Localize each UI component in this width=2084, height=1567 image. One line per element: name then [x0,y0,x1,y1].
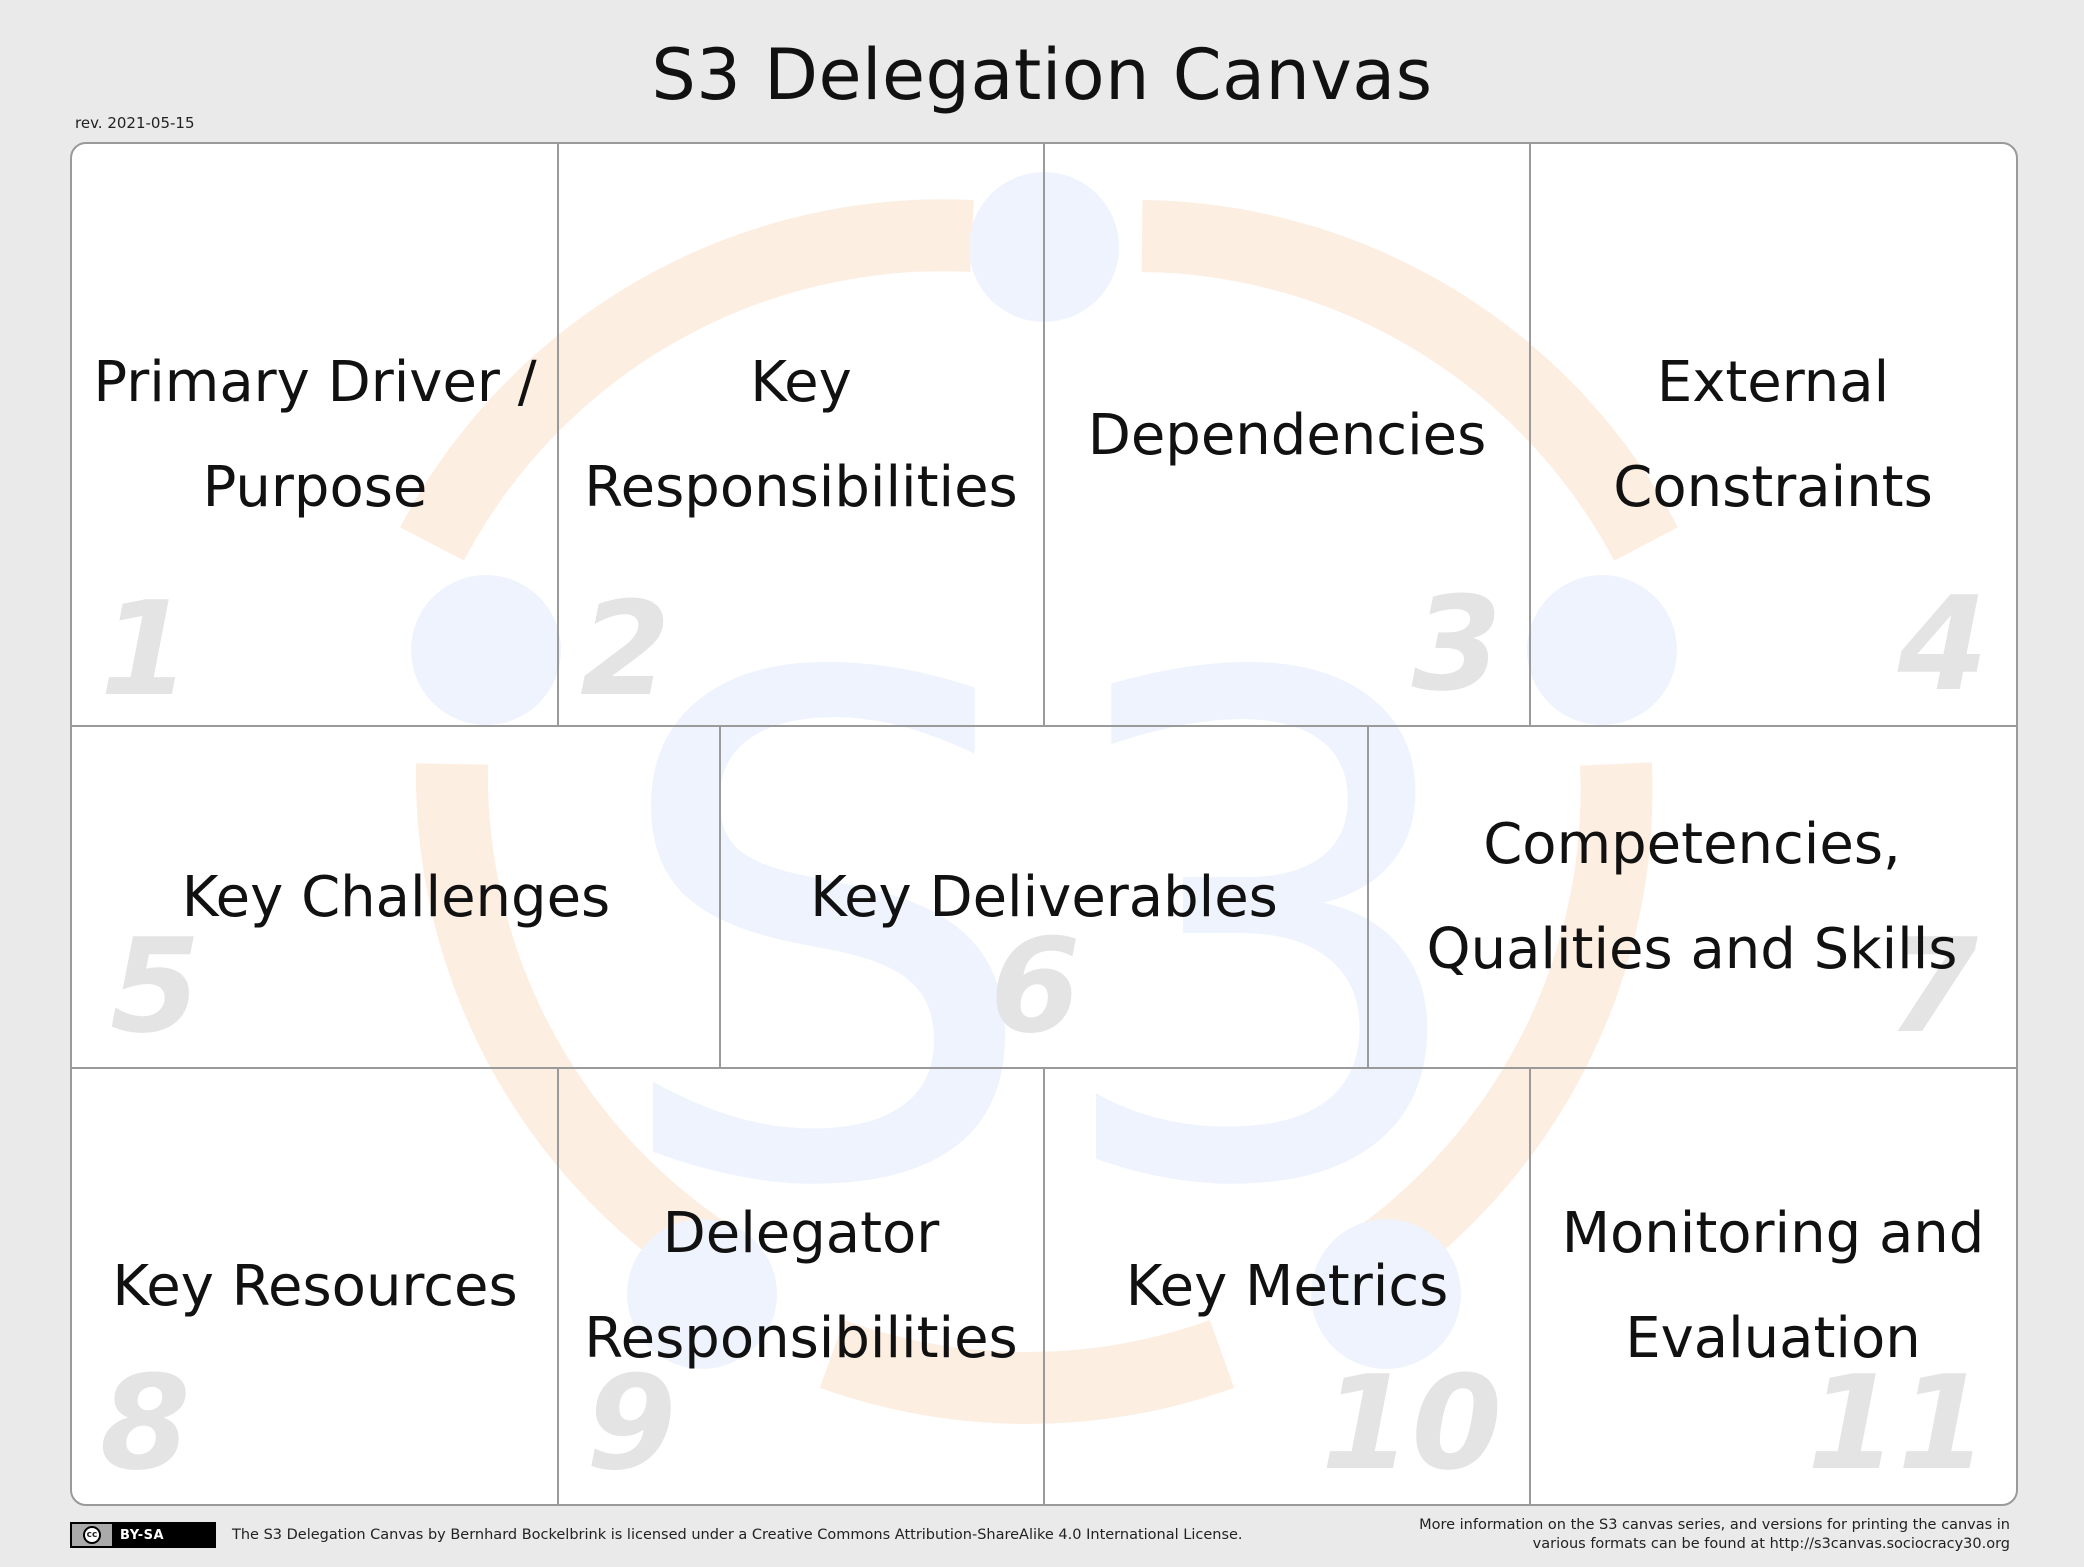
cell-number: 1 [100,573,191,725]
cc-logo-block: cc [72,1524,112,1546]
label-line: Responsibilities [584,455,1018,520]
label-line: Key Deliverables [810,864,1278,930]
cell-label: Delegator Responsibilities [564,1181,1037,1391]
grid-divider [719,726,721,1068]
license-footer: cc BY-SA The S3 Delegation Canvas by Ber… [70,1522,1243,1548]
cell-label: External Constraints [1593,330,1953,540]
cell-label: Key Responsibilities [564,330,1037,540]
cell-competencies[interactable]: Competencies, Qualities and Skills 7 [1368,726,2016,1068]
cell-number: 10 [1321,1347,1502,1499]
label-line: Delegator [662,1201,940,1266]
cell-number: 11 [1807,1347,1988,1499]
info-line: More information on the S3 canvas series… [1419,1517,2010,1533]
cc-icon: cc [83,1526,101,1544]
license-text: The S3 Delegation Canvas by Bernhard Boc… [232,1527,1243,1543]
cell-key-resources[interactable]: Key Resources 8 [72,1068,558,1504]
info-footer: More information on the S3 canvas series… [1419,1516,2010,1554]
grid-divider [557,1068,559,1504]
label-line: External [1656,350,1890,415]
grid-divider [557,144,559,726]
cell-label: Primary Driver / Purpose [73,330,556,540]
cell-label: Key Challenges [162,845,630,950]
label-line: Monitoring and [1561,1201,1985,1266]
cell-key-metrics[interactable]: Key Metrics 10 [1044,1068,1530,1504]
cell-key-responsibilities[interactable]: Key Responsibilities 2 [558,144,1044,726]
label-line: Competencies, [1483,812,1901,877]
grid-divider [1529,1068,1531,1504]
label-line: Key Challenges [181,864,611,930]
cell-key-deliverables[interactable]: Key Deliverables 6 [720,726,1368,1068]
label-line: Primary Driver / [93,350,537,415]
cell-dependencies[interactable]: Dependencies 3 [1044,144,1530,726]
cc-license-badge[interactable]: cc BY-SA [70,1522,216,1548]
grid-divider [72,725,2016,727]
license-badge-label: BY-SA [120,1527,165,1543]
cell-label: Key Deliverables [790,845,1298,950]
cell-number: 7 [1887,910,1978,1062]
cell-number: 4 [1897,568,1988,720]
cell-external-constraints[interactable]: External Constraints 4 [1530,144,2016,726]
label-line: Evaluation [1625,1306,1921,1371]
revision-label: rev. 2021-05-15 [75,114,195,132]
cell-number: 3 [1411,568,1502,720]
cell-number: 6 [990,910,1081,1062]
label-line: Key [750,350,852,415]
cell-number: 5 [110,910,201,1062]
cell-label: Competencies, Qualities and Skills [1407,792,1978,1002]
cell-label: Key Metrics [1106,1234,1469,1339]
grid-divider [1367,726,1369,1068]
cell-delegator-responsibilities[interactable]: Delegator Responsibilities 9 [558,1068,1044,1504]
label-line: Qualities and Skills [1426,917,1958,982]
cell-number: 8 [100,1347,191,1499]
delegation-canvas: S3 Primary Driver / Purpose 1 Key Respon… [70,142,2018,1506]
cell-key-challenges[interactable]: Key Challenges 5 [72,726,720,1068]
label-line: Responsibilities [584,1306,1018,1371]
cell-primary-driver[interactable]: Primary Driver / Purpose 1 [72,144,558,726]
label-line: Key Resources [112,1253,518,1319]
grid-divider [1043,1068,1045,1504]
cell-label: Dependencies [1068,383,1507,488]
cell-number: 2 [580,573,671,725]
grid-divider [1043,144,1045,726]
info-line: various formats can be found at http://s… [1532,1536,2010,1552]
watermark-ring [400,199,1678,1424]
page-title: S3 Delegation Canvas [651,34,1433,116]
label-line: Dependencies [1087,402,1487,468]
cell-number: 9 [586,1347,677,1499]
cell-label: Monitoring and Evaluation [1542,1181,2005,1391]
cell-monitoring-evaluation[interactable]: Monitoring and Evaluation 11 [1530,1068,2016,1504]
cell-label: Key Resources [92,1234,537,1339]
label-line: Purpose [202,455,428,520]
grid-divider [1529,144,1531,726]
label-line: Constraints [1613,455,1933,520]
label-line: Key Metrics [1125,1253,1449,1319]
